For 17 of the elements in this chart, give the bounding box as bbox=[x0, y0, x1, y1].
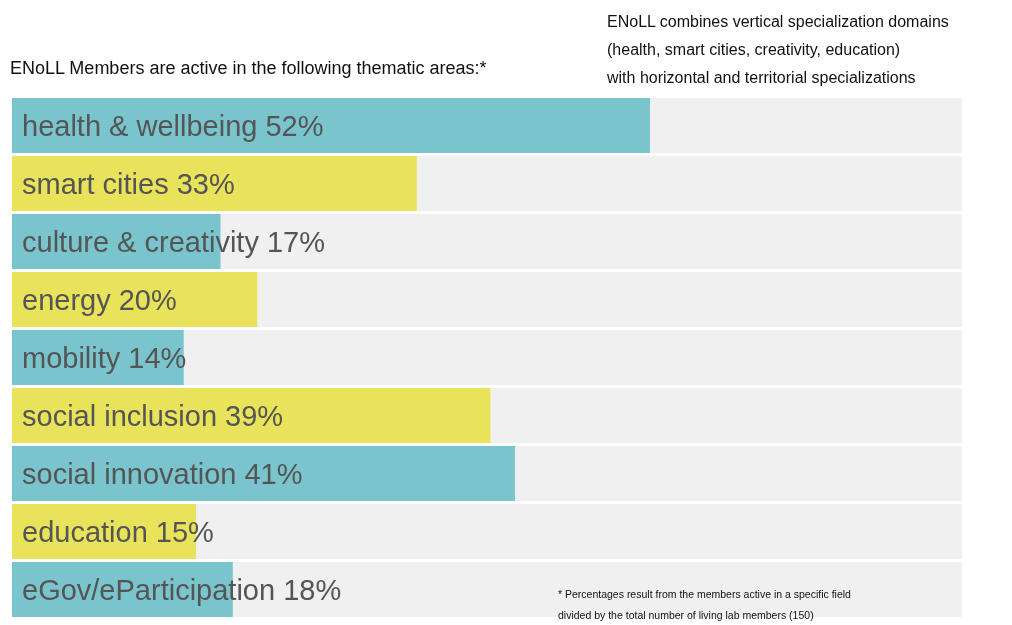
data-label: 20% bbox=[118, 283, 177, 316]
data-label: 41% bbox=[244, 457, 303, 490]
text: ENoLL combines vertical specialization domains (health, smart cities, creativity, education) with horizontal and territorial specializations bbox=[606, 13, 949, 86]
data-label: 18% bbox=[283, 573, 342, 606]
chart-title: ENoLL Members are active in the following thematic areas:* bbox=[10, 58, 487, 78]
data-label: 39% bbox=[225, 399, 284, 432]
y-tick-label: social innovation bbox=[22, 457, 245, 490]
y-tick-label: education bbox=[22, 515, 156, 548]
y-tick-label: smart cities bbox=[22, 167, 177, 200]
annotation: * Percentages result from the members active in a specific field divided by the total number of living lab members (150) bbox=[558, 588, 852, 621]
y-tick-label: health & wellbeing bbox=[22, 109, 266, 142]
y-tick-label: social inclusion bbox=[22, 399, 226, 432]
data-label: 33% bbox=[176, 167, 235, 200]
y-tick-label: energy bbox=[22, 283, 119, 316]
data-label: 52% bbox=[265, 109, 324, 142]
y-tick-label: mobility bbox=[22, 341, 129, 374]
data-label: 17% bbox=[266, 225, 326, 258]
